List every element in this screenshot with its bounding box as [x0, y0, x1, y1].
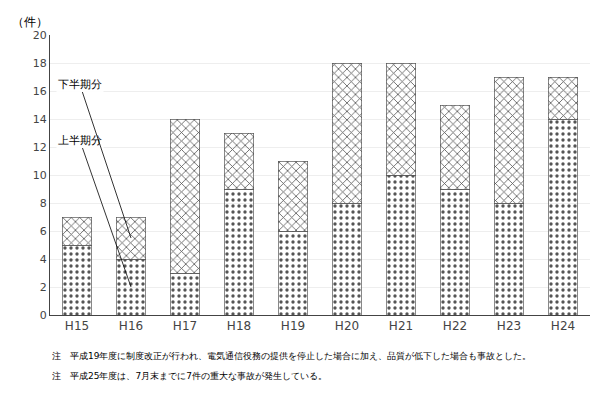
svg-text:H23: H23: [497, 319, 521, 333]
svg-text:6: 6: [40, 225, 47, 238]
svg-text:注 平成19年度に制度改正が行われ、電気通信役務の提供を停止: 注 平成19年度に制度改正が行われ、電気通信役務の提供を停止した場合に加え、品質…: [52, 351, 531, 361]
svg-text:H18: H18: [227, 319, 251, 333]
svg-text:16: 16: [33, 85, 47, 98]
svg-text:8: 8: [40, 197, 47, 210]
svg-text:H22: H22: [443, 319, 467, 333]
svg-text:H19: H19: [281, 319, 305, 333]
svg-text:4: 4: [40, 253, 47, 266]
svg-text:10: 10: [33, 169, 47, 182]
svg-text:H15: H15: [65, 319, 89, 333]
svg-text:18: 18: [33, 57, 47, 70]
svg-text:0: 0: [40, 309, 47, 322]
svg-text:注 平成25年度は、7月末までに7件の重大な事故が発生してい: 注 平成25年度は、7月末までに7件の重大な事故が発生している。: [52, 371, 327, 381]
svg-text:2: 2: [40, 281, 47, 294]
svg-text:H17: H17: [173, 319, 197, 333]
svg-text:上半期分: 上半期分: [58, 134, 102, 147]
svg-text:H20: H20: [335, 319, 359, 333]
svg-text:12: 12: [33, 141, 47, 154]
svg-text:下半期分: 下半期分: [58, 78, 102, 91]
svg-text:H16: H16: [119, 319, 143, 333]
svg-text:14: 14: [33, 113, 47, 126]
svg-text:H24: H24: [551, 319, 575, 333]
svg-text:20: 20: [33, 29, 47, 42]
svg-text:（件）: （件）: [12, 15, 48, 29]
svg-text:H21: H21: [389, 319, 413, 333]
